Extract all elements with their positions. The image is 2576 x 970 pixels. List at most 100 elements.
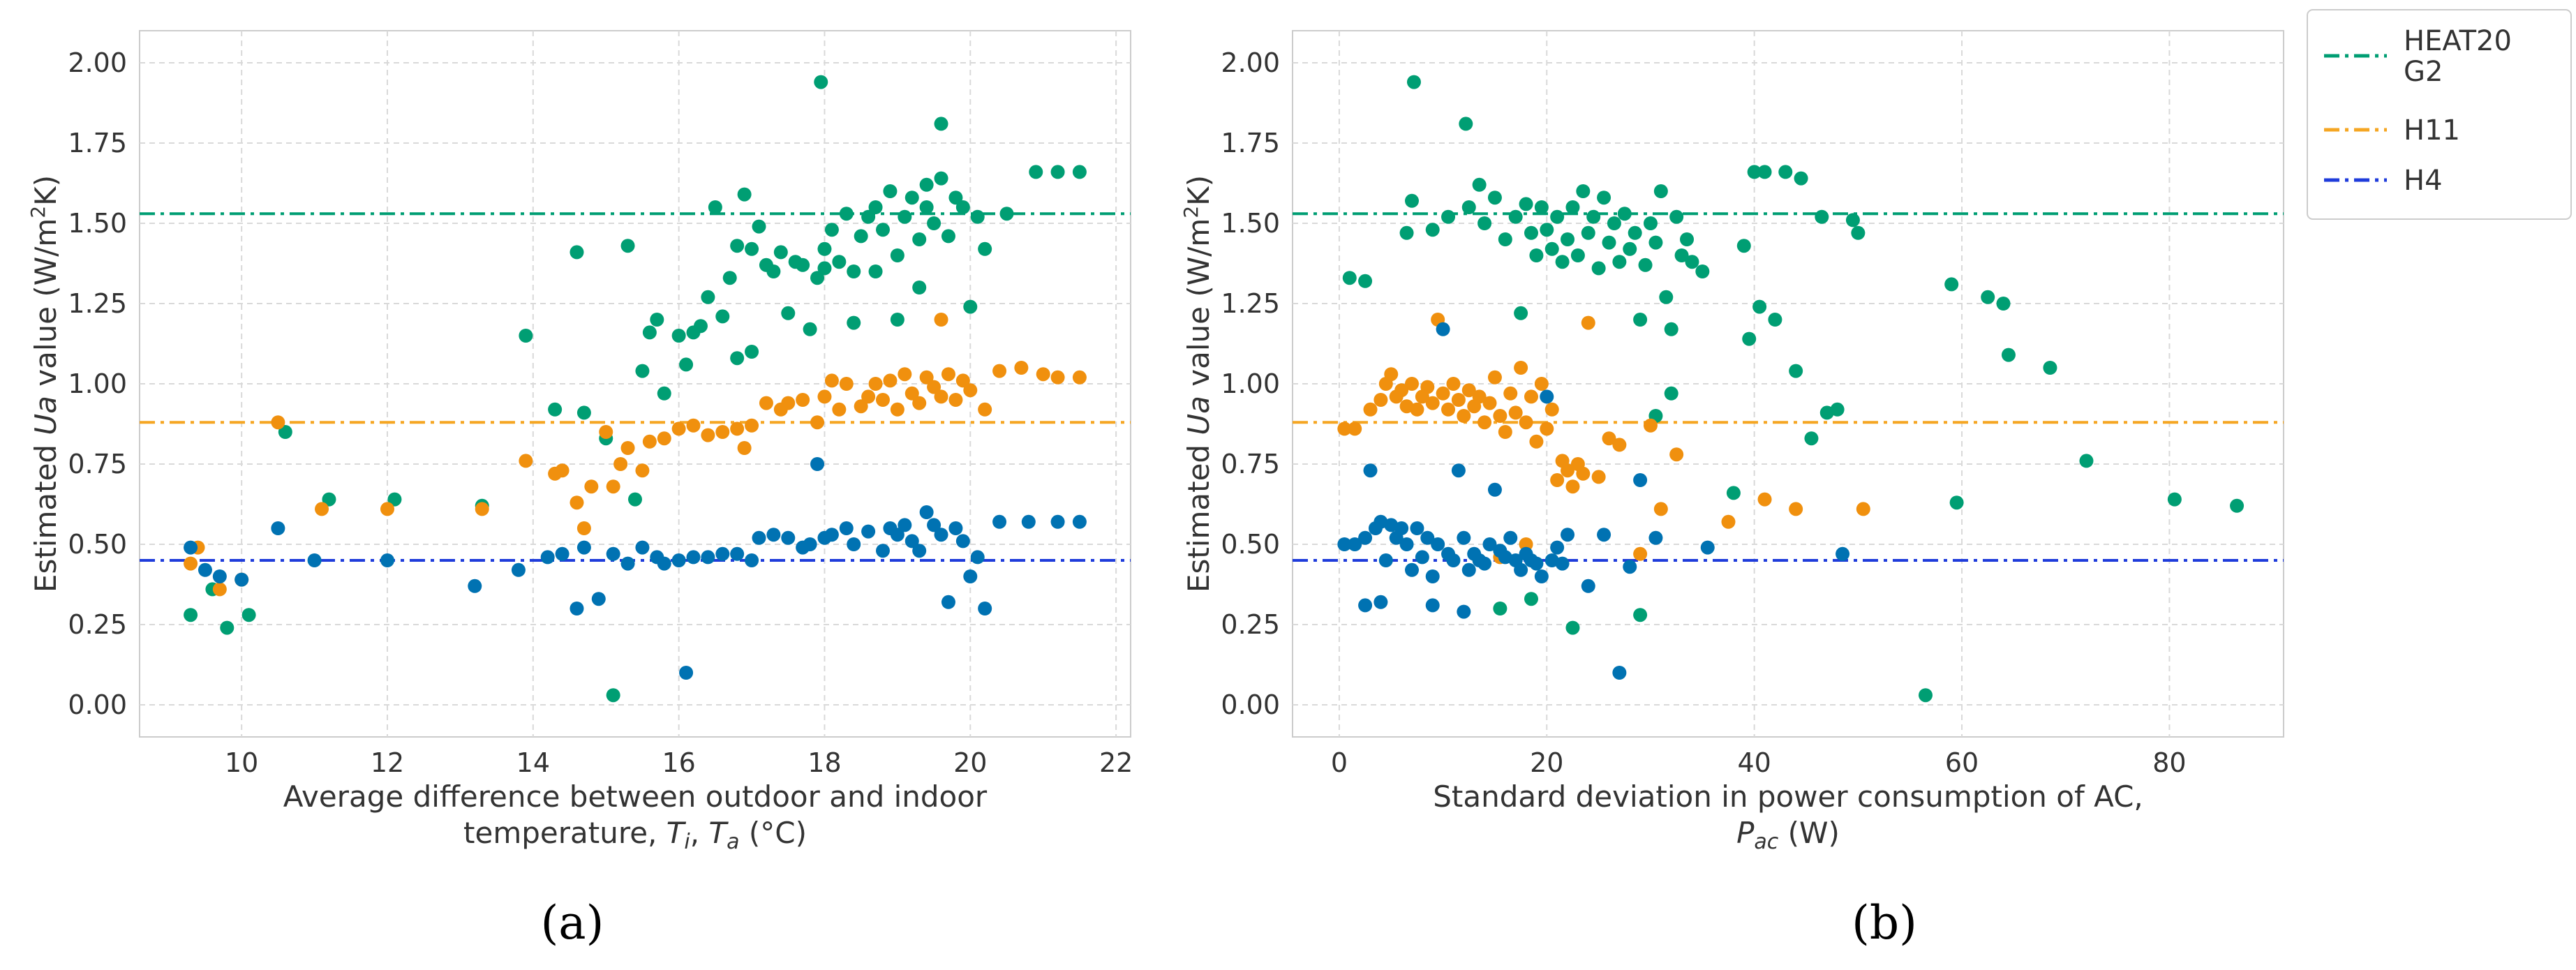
data-point: [759, 396, 773, 410]
data-point: [1425, 569, 1440, 583]
data-point: [271, 415, 285, 430]
data-point: [1451, 463, 1466, 478]
data-point: [934, 389, 948, 404]
data-point: [1014, 361, 1029, 375]
data-point: [1648, 235, 1663, 250]
data-point: [963, 569, 978, 583]
data-point: [1529, 434, 1544, 449]
data-point: [1451, 393, 1466, 407]
data-point: [832, 402, 847, 417]
y-tick-label: 1.25: [68, 288, 127, 319]
data-point: [1944, 277, 1959, 292]
data-point: [2079, 454, 2094, 468]
data-point: [635, 364, 650, 378]
x-tick-label: 14: [516, 747, 550, 778]
data-point: [963, 299, 978, 314]
data-point: [1633, 473, 1648, 487]
data-point: [613, 457, 628, 471]
data-point: [1337, 537, 1352, 551]
data-point: [1461, 383, 1476, 398]
data-point: [912, 232, 927, 246]
data-point: [927, 216, 941, 230]
x-tick-label: 20: [953, 747, 987, 778]
data-point: [1633, 313, 1648, 327]
data-point: [322, 492, 336, 507]
data-point: [854, 229, 868, 244]
data-point: [1550, 209, 1565, 224]
data-point: [912, 544, 927, 558]
data-point: [1534, 569, 1549, 583]
data-point: [999, 207, 1014, 221]
data-point: [919, 200, 934, 214]
panel-a-y-axis-label: Estimated Ua value (W/m2K): [27, 175, 63, 592]
data-point: [1373, 595, 1388, 609]
data-point: [540, 550, 555, 565]
data-point: [584, 479, 599, 494]
data-point: [620, 556, 635, 571]
xlabel-b-unit: (W): [1778, 816, 1840, 850]
data-point: [904, 191, 919, 205]
data-point: [620, 441, 635, 455]
data-point: [1524, 389, 1538, 404]
data-point: [1457, 530, 1471, 545]
data-point: [1540, 389, 1554, 404]
data-point: [642, 325, 657, 340]
data-point: [1695, 264, 1710, 278]
data-point: [730, 351, 745, 366]
data-point: [1768, 313, 1782, 327]
data-point: [1555, 556, 1570, 571]
data-point: [1482, 537, 1497, 551]
data-point: [832, 255, 847, 269]
ylabel-ua: Ua: [29, 396, 63, 435]
y-tick-label: 0.50: [68, 529, 127, 560]
panel-b-x-axis-label-line1: Standard deviation in power consumption …: [1433, 779, 2143, 814]
data-point: [773, 245, 788, 260]
data-point: [184, 540, 198, 555]
data-point: [810, 415, 825, 430]
data-point: [635, 463, 650, 478]
data-point: [198, 562, 212, 577]
data-point: [1612, 438, 1627, 452]
data-point: [1555, 255, 1570, 269]
xlabel-b-P: P: [1736, 816, 1755, 850]
data-point: [1529, 556, 1544, 571]
legend-label-heat20-line1: HEAT20: [2404, 25, 2512, 57]
data-point: [1457, 409, 1471, 423]
data-point: [883, 373, 898, 388]
data-point: [919, 505, 934, 519]
data-point: [1607, 216, 1621, 230]
data-point: [1643, 418, 1658, 433]
data-point: [1742, 331, 1757, 346]
xlabel-a-T2: T: [708, 816, 729, 850]
data-point: [934, 528, 948, 542]
data-point: [912, 281, 927, 294]
data-point: [1358, 274, 1373, 288]
data-point: [904, 386, 919, 401]
data-point: [657, 431, 671, 446]
xlabel-a-sub1: i: [684, 830, 690, 854]
data-point: [1550, 540, 1565, 555]
ylabel-end: K): [29, 175, 63, 206]
legend-label-h4: H4: [2404, 165, 2443, 197]
data-point: [824, 373, 839, 388]
data-point: [1602, 431, 1616, 446]
data-point: [184, 556, 198, 571]
panel-a-label: (a): [541, 896, 604, 950]
data-point: [635, 540, 650, 555]
data-point: [628, 492, 642, 507]
data-point: [1529, 248, 1544, 262]
y-tick-label: 0.50: [1221, 529, 1280, 560]
data-point: [657, 556, 671, 571]
data-point: [307, 553, 322, 567]
data-point: [978, 241, 992, 256]
legend-box: [2307, 9, 2572, 220]
data-point: [1348, 421, 1362, 436]
data-point: [212, 582, 227, 597]
data-point: [1487, 191, 1502, 205]
data-point: [2001, 348, 2016, 362]
data-point: [1514, 361, 1528, 375]
data-point: [599, 425, 613, 439]
data-point: [1981, 290, 1995, 304]
data-point: [752, 530, 766, 545]
data-point: [1373, 393, 1388, 407]
